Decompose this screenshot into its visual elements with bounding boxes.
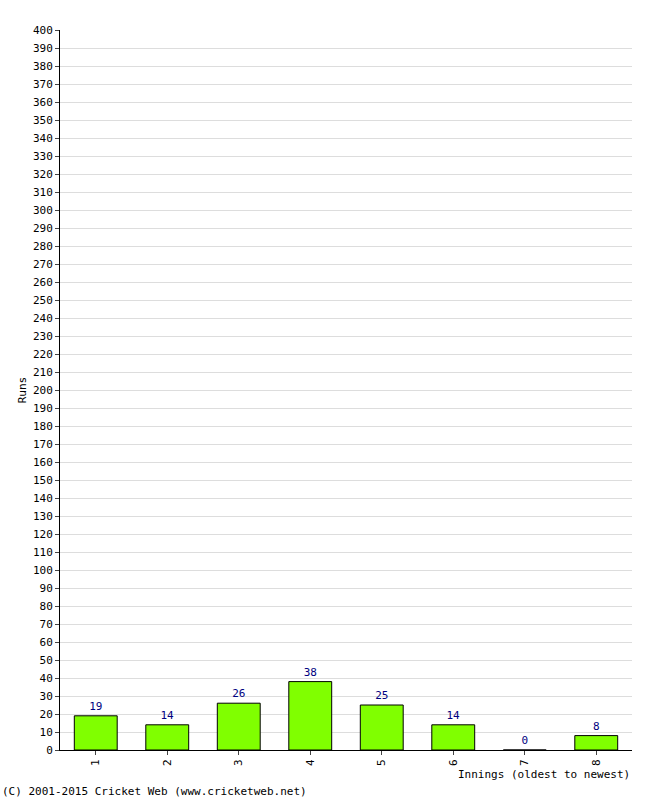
- svg-text:360: 360: [33, 96, 53, 109]
- svg-text:30: 30: [40, 690, 53, 703]
- svg-text:3: 3: [232, 759, 245, 766]
- svg-text:70: 70: [40, 618, 53, 631]
- svg-text:7: 7: [518, 759, 531, 766]
- svg-text:80: 80: [40, 600, 53, 613]
- svg-text:120: 120: [33, 528, 53, 541]
- svg-text:6: 6: [447, 759, 460, 766]
- svg-text:90: 90: [40, 582, 53, 595]
- svg-text:25: 25: [375, 689, 388, 702]
- svg-text:220: 220: [33, 348, 53, 361]
- svg-text:350: 350: [33, 114, 53, 127]
- svg-text:19: 19: [89, 700, 102, 713]
- svg-text:200: 200: [33, 384, 53, 397]
- svg-text:320: 320: [33, 168, 53, 181]
- svg-text:40: 40: [40, 672, 53, 685]
- svg-text:Runs: Runs: [16, 377, 29, 404]
- svg-text:270: 270: [33, 258, 53, 271]
- svg-text:250: 250: [33, 294, 53, 307]
- svg-text:170: 170: [33, 438, 53, 451]
- svg-text:330: 330: [33, 150, 53, 163]
- svg-text:60: 60: [40, 636, 53, 649]
- svg-text:8: 8: [590, 759, 603, 766]
- svg-text:10: 10: [40, 726, 53, 739]
- svg-text:160: 160: [33, 456, 53, 469]
- svg-text:14: 14: [160, 709, 174, 722]
- svg-text:8: 8: [593, 720, 600, 733]
- svg-text:(C) 2001-2015 Cricket Web (www: (C) 2001-2015 Cricket Web (www.cricketwe…: [2, 785, 307, 798]
- svg-text:50: 50: [40, 654, 53, 667]
- svg-text:20: 20: [40, 708, 53, 721]
- svg-text:0: 0: [521, 734, 528, 747]
- svg-text:110: 110: [33, 546, 53, 559]
- svg-text:0: 0: [46, 744, 53, 757]
- svg-text:Innings (oldest to newest): Innings (oldest to newest): [458, 768, 630, 781]
- svg-text:210: 210: [33, 366, 53, 379]
- svg-text:300: 300: [33, 204, 53, 217]
- svg-text:280: 280: [33, 240, 53, 253]
- svg-text:240: 240: [33, 312, 53, 325]
- svg-text:230: 230: [33, 330, 53, 343]
- svg-text:38: 38: [304, 666, 317, 679]
- svg-text:140: 140: [33, 492, 53, 505]
- svg-text:5: 5: [375, 759, 388, 766]
- svg-text:310: 310: [33, 186, 53, 199]
- svg-text:1: 1: [89, 759, 102, 766]
- svg-text:400: 400: [33, 24, 53, 37]
- svg-text:390: 390: [33, 42, 53, 55]
- svg-text:100: 100: [33, 564, 53, 577]
- svg-text:180: 180: [33, 420, 53, 433]
- svg-text:380: 380: [33, 60, 53, 73]
- svg-text:290: 290: [33, 222, 53, 235]
- svg-text:26: 26: [232, 687, 245, 700]
- svg-text:4: 4: [304, 759, 317, 766]
- svg-text:370: 370: [33, 78, 53, 91]
- svg-text:14: 14: [446, 709, 460, 722]
- svg-text:190: 190: [33, 402, 53, 415]
- svg-text:130: 130: [33, 510, 53, 523]
- svg-text:340: 340: [33, 132, 53, 145]
- svg-text:150: 150: [33, 474, 53, 487]
- svg-text:2: 2: [161, 759, 174, 766]
- svg-text:260: 260: [33, 276, 53, 289]
